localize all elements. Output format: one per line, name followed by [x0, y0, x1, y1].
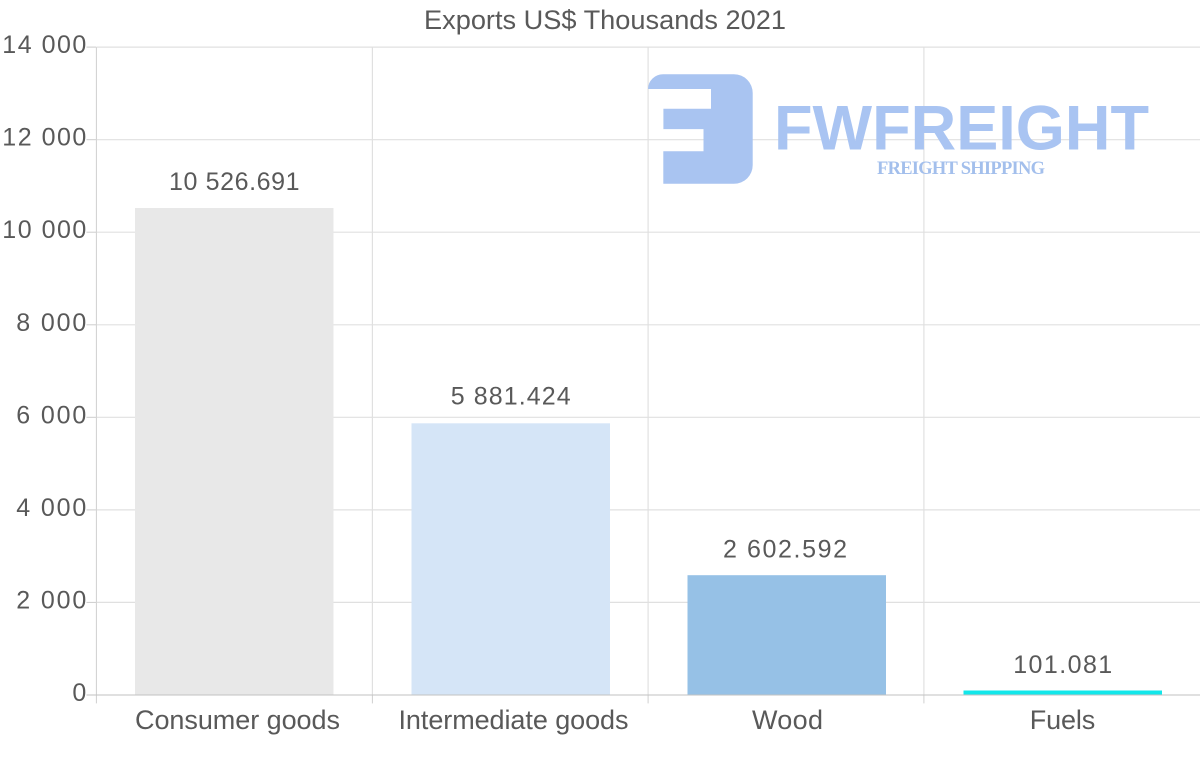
svg-text:2 000: 2 000 — [16, 586, 86, 614]
svg-text:5 881.424: 5 881.424 — [451, 383, 571, 411]
svg-text:4 000: 4 000 — [16, 494, 86, 522]
svg-text:8 000: 8 000 — [16, 309, 86, 337]
svg-text:Exports US$ Thousands 2021: Exports US$ Thousands 2021 — [424, 5, 786, 35]
svg-text:Wood: Wood — [752, 705, 823, 735]
svg-text:10 526.691: 10 526.691 — [169, 168, 299, 196]
svg-text:FWFREIGHT: FWFREIGHT — [774, 94, 1149, 164]
svg-text:2 602.592: 2 602.592 — [723, 535, 847, 563]
svg-text:FREIGHT SHIPPING: FREIGHT SHIPPING — [877, 159, 1045, 179]
svg-text:14 000: 14 000 — [2, 31, 86, 59]
svg-text:12 000: 12 000 — [2, 124, 86, 152]
svg-text:10 000: 10 000 — [2, 216, 86, 244]
svg-text:6 000: 6 000 — [16, 401, 86, 429]
svg-text:Intermediate goods: Intermediate goods — [399, 705, 629, 735]
svg-text:0: 0 — [72, 679, 86, 707]
svg-text:Fuels: Fuels — [1030, 705, 1096, 735]
svg-text:101.081: 101.081 — [1013, 651, 1112, 679]
svg-text:Consumer goods: Consumer goods — [135, 705, 340, 735]
